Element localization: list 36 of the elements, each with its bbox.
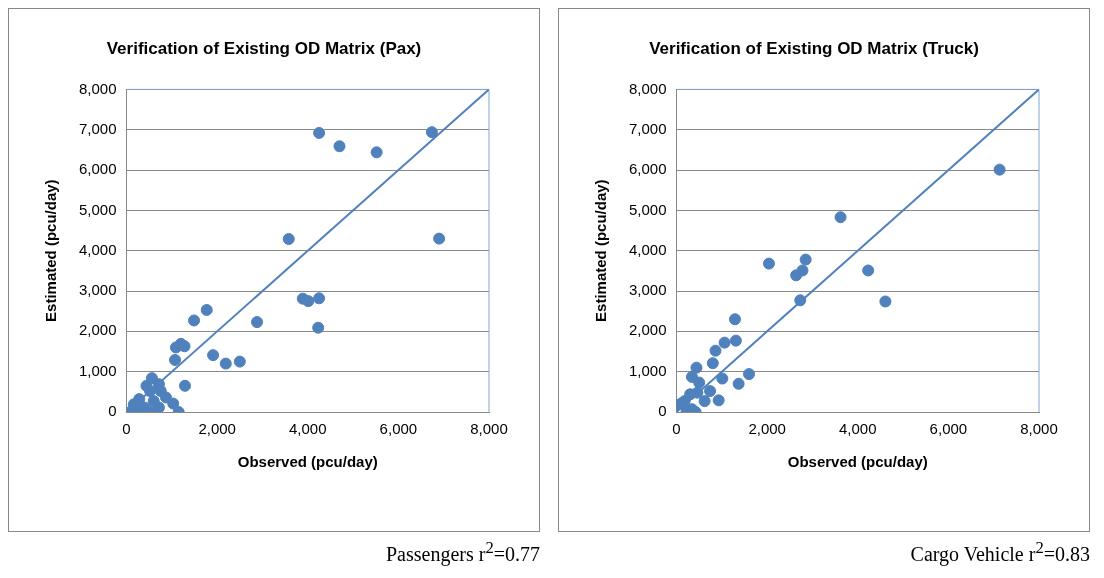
y-tick-label: 5,000 [628,200,667,218]
y-tick-label: 3,000 [628,281,667,299]
y-tick-label: 1,000 [78,361,117,379]
y-tick-label: 3,000 [78,281,117,299]
y-tick-label: 5,000 [78,200,117,218]
chart-title: Verification of Existing OD Matrix (Truck) [649,38,979,58]
x-tick-label: 0 [672,420,681,438]
y-tick-label: 1,000 [628,361,667,379]
y-tick-label: 7,000 [628,119,667,137]
y-tick-label: 7,000 [78,119,117,137]
y-tick-label: 2,000 [628,321,667,339]
text: Passengers r$^{2}$=0.77 [384,538,540,566]
y-tick-label: 6,000 [78,160,117,178]
y-tick-label: 6,000 [628,160,667,178]
text: Cargo Vehicle r$^{2}$=0.83 [909,538,1090,566]
x-tick-label: 0 [122,420,131,438]
y-tick-label: 0 [108,402,117,420]
x-tick-label: 4,000 [288,420,327,438]
y-tick-label: 8,000 [78,79,117,97]
x-tick-label: 4,000 [838,420,877,438]
x-tick-label: 6,000 [379,420,418,438]
chart-title: Verification of Existing OD Matrix (Pax) [106,38,422,58]
y-axis-title: Estimated (pcu/day) [42,179,60,322]
x-tick-label: 8,000 [470,420,508,438]
x-tick-label: 8,000 [1020,420,1058,438]
y-tick-label: 4,000 [78,240,117,258]
x-axis-title: Observed (pcu/day) [787,453,928,471]
x-tick-label: 6,000 [929,420,968,438]
x-tick-label: 2,000 [198,420,236,438]
y-tick-label: 4,000 [628,240,667,258]
y-tick-label: 2,000 [78,321,117,339]
y-tick-label: 0 [658,402,667,420]
x-tick-label: 2,000 [748,420,786,438]
y-axis-title: Estimated (pcu/day) [592,179,610,322]
x-axis-title: Observed (pcu/day) [237,453,378,471]
y-tick-label: 8,000 [628,79,667,97]
